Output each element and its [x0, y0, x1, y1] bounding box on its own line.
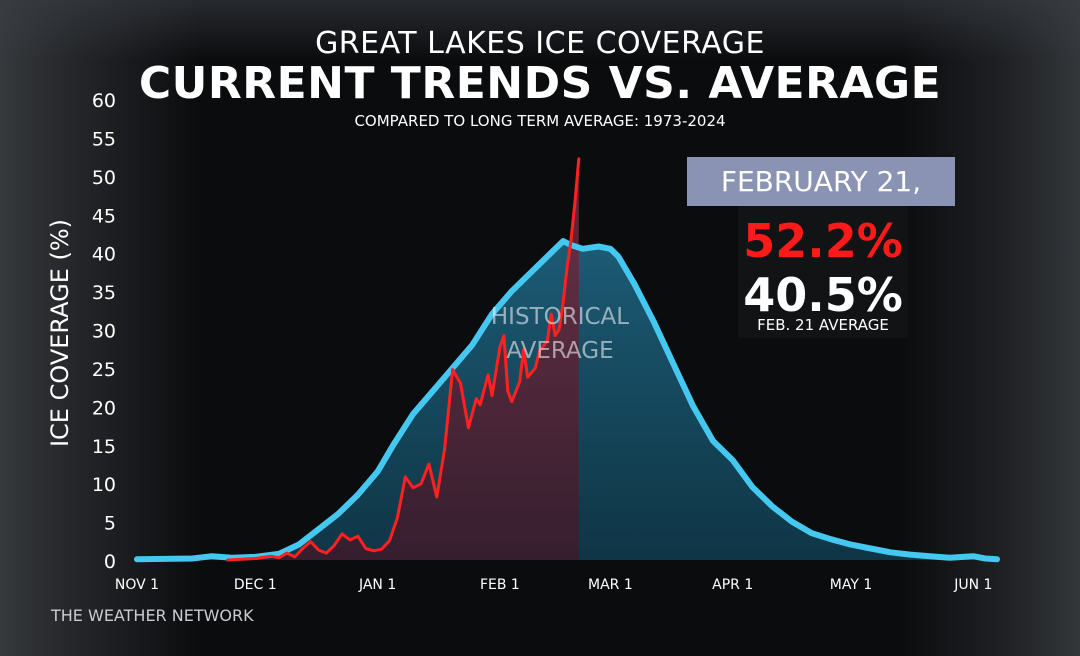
historical-average-annotation: HISTORICAL AVERAGE	[470, 300, 650, 368]
chart-title: CURRENT TRENDS VS. AVERAGE	[138, 58, 942, 109]
y-tick-label: 40	[92, 244, 116, 266]
y-tick-label: 50	[92, 167, 116, 189]
x-tick-label: FEB 1	[480, 577, 520, 593]
background-left-shade	[0, 0, 200, 656]
y-tick-label: 5	[104, 513, 116, 535]
x-tick-label: JAN 1	[358, 577, 396, 593]
chart-subtitle-top: GREAT LAKES ICE COVERAGE	[315, 26, 765, 61]
annotation-line-1: HISTORICAL	[490, 304, 630, 330]
y-tick-label: 0	[104, 551, 116, 573]
y-axis-label: ICE COVERAGE (%)	[46, 219, 74, 447]
x-tick-label: MAY 1	[830, 577, 872, 593]
y-tick-label: 55	[92, 128, 116, 150]
historical-average-line	[134, 238, 1000, 563]
y-tick-label: 10	[92, 474, 116, 496]
x-tick-label: MAR 1	[588, 577, 633, 593]
y-tick-label: 60	[92, 90, 116, 112]
y-tick-label: 20	[92, 397, 116, 419]
stat-callout-box: 52.2% 40.5% FEB. 21 AVERAGE	[738, 206, 908, 338]
y-tick-label: 30	[92, 321, 116, 343]
background-right-shade	[900, 0, 1080, 656]
x-tick-label: NOV 1	[115, 577, 159, 593]
average-coverage-value: 40.5%	[743, 268, 903, 322]
x-tick-label: APR 1	[712, 577, 753, 593]
y-tick-label: 25	[92, 359, 116, 381]
current-season-area	[227, 158, 579, 560]
y-tick-label: 35	[92, 282, 116, 304]
x-tick-label: DEC 1	[234, 577, 277, 593]
average-coverage-label: FEB. 21 AVERAGE	[757, 316, 889, 334]
y-tick-label: 45	[92, 205, 116, 227]
current-season-line	[226, 157, 581, 562]
annotation-line-2: AVERAGE	[506, 338, 614, 364]
weather-network-brand: THE WEATHER NETWORK	[51, 606, 254, 625]
background-top-shade	[0, 0, 1080, 60]
comparison-period: COMPARED TO LONG TERM AVERAGE: 1973-2024	[354, 112, 726, 130]
x-tick-label: JUN 1	[953, 577, 992, 593]
current-coverage-value: 52.2%	[743, 214, 903, 268]
y-tick-label: 15	[92, 436, 116, 458]
